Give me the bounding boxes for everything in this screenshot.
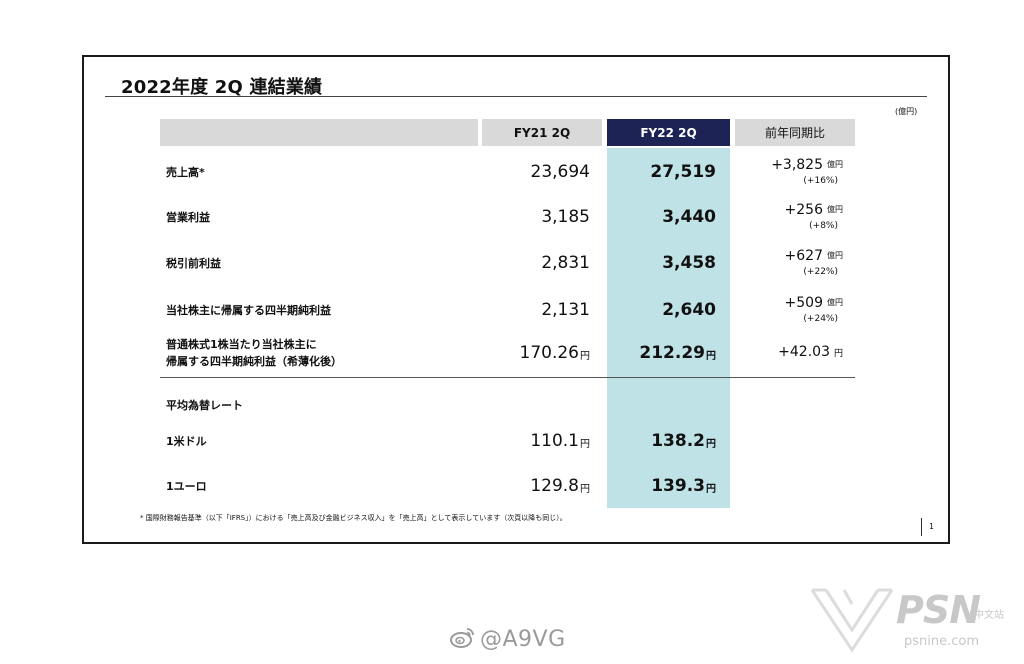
yoy-unit: 億円 (827, 205, 843, 214)
table-row-net-income: 当社株主に帰属する四半期純利益 2,131 2,640 +509 億円 (+24%… (160, 290, 855, 330)
unit-label: (億円) (895, 107, 918, 116)
fy21-value: 170.26 円 (482, 333, 590, 373)
yoy-percent: (+22%) (803, 267, 838, 277)
fy22-value: 27,519 (650, 162, 716, 182)
yoy-amount: +509 億円 (785, 295, 843, 313)
row-label: 普通株式1株当たり当社株主に 帰属する四半期純利益（希薄化後） (166, 333, 342, 373)
yoy-change: +3,825 億円 (+16%) (735, 152, 843, 192)
header-fy21: FY21 2Q (482, 119, 602, 146)
footnote: * 国際財務報告基準（以下「IFRS」）における「売上高及び金融ビジネス収入」を… (140, 514, 567, 522)
header-yoy: 前年同期比 (735, 119, 855, 146)
yoy-amount: +627 億円 (785, 248, 843, 266)
weibo-watermark: @A9VG (450, 626, 566, 652)
fy21-number: 110.1 (530, 431, 579, 451)
fy21-number: 170.26 (519, 343, 579, 363)
yoy-unit: 円 (833, 349, 843, 359)
fy22-value: 2,640 (662, 300, 716, 320)
yoy-percent: (+16%) (803, 176, 838, 186)
fy21-unit: 円 (580, 438, 590, 450)
yoy-value: +256 (784, 202, 823, 218)
yoy-change: +509 億円 (+24%) (735, 290, 843, 330)
fy21-unit: 円 (580, 483, 590, 495)
psn-watermark-brand: PSN (896, 588, 981, 632)
page-number: 1 (929, 522, 935, 531)
row-label-line1: 普通株式1株当たり当社株主に (166, 338, 317, 351)
psn-watermark-brand-cn: 中文站 (974, 610, 1004, 621)
table-row-pretax-income: 税引前利益 2,831 3,458 +627 億円 (+22%) (160, 243, 855, 283)
weibo-handle: @A9VG (480, 626, 566, 652)
weibo-logo-icon (450, 626, 476, 652)
fy22-value: 139.3 円 (607, 466, 716, 506)
fy21-value: 110.1 円 (482, 421, 590, 461)
fy21-value: 3,185 (541, 207, 590, 227)
table-row-sales: 売上高* 23,694 27,519 +3,825 億円 (+16%) (160, 152, 855, 192)
row-label: 当社株主に帰属する四半期純利益 (166, 304, 331, 317)
fy21-value: 2,131 (541, 300, 590, 320)
fy22-number: 138.2 (651, 431, 705, 451)
fy21-value: 23,694 (530, 162, 590, 182)
psn-watermark-url: psnine.com (904, 634, 980, 649)
page-number-rule (921, 518, 922, 536)
slide-frame (82, 55, 950, 544)
table-row-eps: 普通株式1株当たり当社株主に 帰属する四半期純利益（希薄化後） 170.26 円 … (160, 333, 855, 373)
table-row-fx-usd: 1米ドル 110.1 円 138.2 円 (160, 421, 855, 461)
fx-section-header: 平均為替レート (160, 385, 855, 425)
fy22-number: 139.3 (651, 476, 705, 496)
row-label: 売上高* (166, 166, 205, 179)
row-label: 税引前利益 (166, 257, 221, 270)
yoy-amount: +256 億円 (785, 202, 843, 220)
fy21-unit: 円 (580, 350, 590, 362)
fy22-highlight-column (607, 148, 730, 508)
fy22-unit: 円 (706, 483, 716, 495)
table-separator (160, 377, 855, 378)
fy22-value: 212.29 円 (607, 333, 716, 373)
slide-title: 2022年度 2Q 連結業績 (121, 77, 323, 98)
fy21-value: 2,831 (541, 253, 590, 273)
yoy-value: +509 (784, 295, 823, 311)
yoy-percent: (+8%) (809, 221, 838, 231)
psnine-logo-icon (810, 586, 894, 658)
header-blank-cell (160, 119, 478, 146)
fy22-value: 138.2 円 (607, 421, 716, 461)
yoy-unit: 億円 (827, 160, 843, 169)
table-row-operating-income: 営業利益 3,185 3,440 +256 億円 (+8%) (160, 197, 855, 237)
row-label-line2: 帰属する四半期純利益（希薄化後） (166, 355, 342, 368)
yoy-unit: 億円 (827, 251, 843, 260)
yoy-change: +42.03 円 (735, 333, 843, 373)
yoy-unit: 億円 (827, 298, 843, 307)
header-fy22: FY22 2Q (607, 119, 730, 146)
fy22-unit: 円 (706, 350, 716, 362)
fx-section-label: 平均為替レート (166, 399, 243, 412)
yoy-value: +627 (784, 248, 823, 264)
yoy-change: +256 億円 (+8%) (735, 197, 843, 237)
row-label: 営業利益 (166, 211, 210, 224)
title-underline (105, 96, 927, 97)
row-label: 1ユーロ (166, 480, 207, 493)
fy22-number: 212.29 (639, 343, 705, 363)
yoy-percent: (+24%) (803, 314, 838, 324)
yoy-amount: +42.03 円 (778, 344, 843, 362)
fy22-value: 3,440 (662, 207, 716, 227)
yoy-value: +42.03 (778, 344, 830, 360)
fy21-value: 129.8 円 (482, 466, 590, 506)
fy22-value: 3,458 (662, 253, 716, 273)
yoy-amount: +3,825 億円 (771, 157, 843, 175)
fy22-unit: 円 (706, 438, 716, 450)
yoy-value: +3,825 (771, 157, 823, 173)
table-row-fx-eur: 1ユーロ 129.8 円 139.3 円 (160, 466, 855, 506)
yoy-change: +627 億円 (+22%) (735, 243, 843, 283)
fy21-number: 129.8 (530, 476, 579, 496)
row-label: 1米ドル (166, 435, 207, 448)
